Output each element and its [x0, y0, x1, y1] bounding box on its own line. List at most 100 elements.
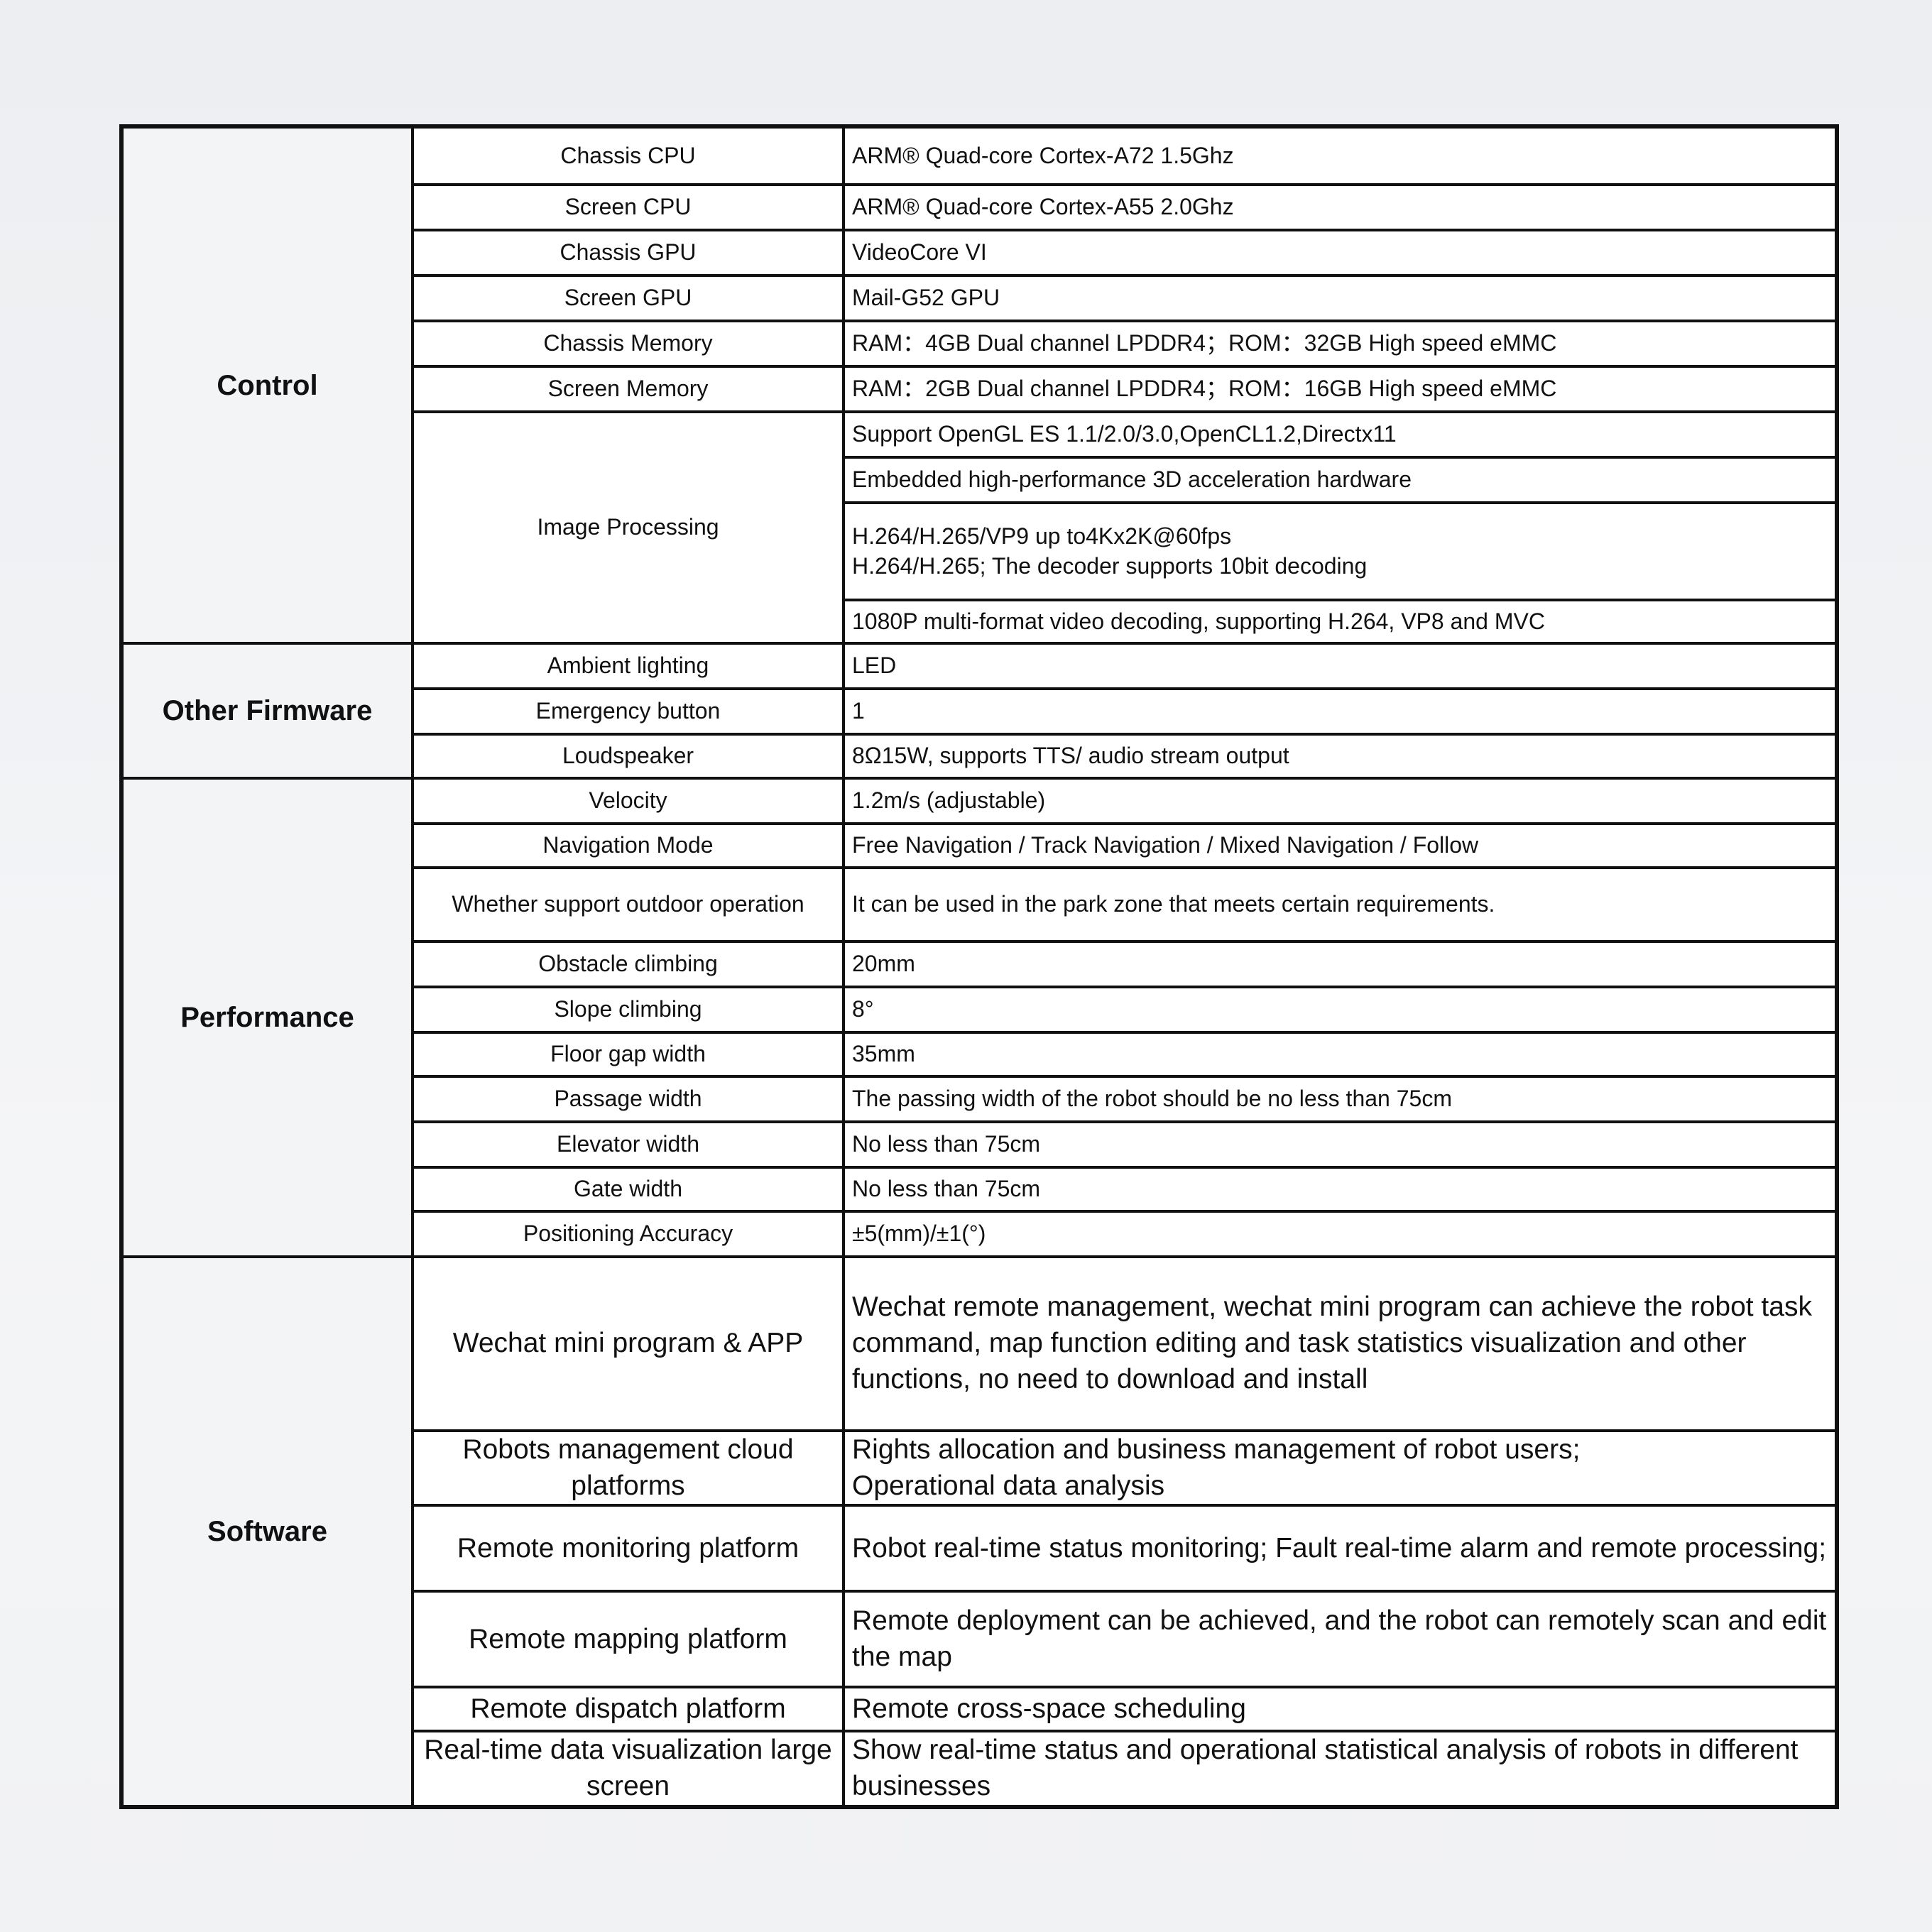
- spec-value: Remote cross-space scheduling: [842, 1686, 1838, 1733]
- spec-value: 20mm: [842, 940, 1838, 988]
- spec-row: Whether support outdoor operation It can …: [121, 866, 1838, 943]
- spec-row: H.264/H.265/VP9 up to4Kx2K@60fps H.264/H.…: [121, 501, 1838, 601]
- spec-value: Remote deployment can be achieved, and t…: [842, 1590, 1838, 1689]
- spec-label: Image Processing: [411, 410, 845, 645]
- spec-value-line: 20mm: [852, 951, 915, 977]
- spec-row: Screen CPU ARM® Quad-core Cortex-A55 2.0G…: [121, 183, 1838, 231]
- spec-value: ±5(mm)/±1(°): [842, 1210, 1838, 1258]
- spec-value: ARM® Quad-core Cortex-A55 2.0Ghz: [842, 183, 1838, 231]
- spec-value-line: ARM® Quad-core Cortex-A55 2.0Ghz: [852, 194, 1234, 220]
- spec-value-line: ±5(mm)/±1(°): [852, 1221, 986, 1247]
- spec-value: VideoCore VI: [842, 229, 1838, 277]
- spec-value-line: It can be used in the park zone that mee…: [852, 891, 1495, 917]
- spec-value-line: No less than 75cm: [852, 1131, 1041, 1157]
- spec-row: Chassis Memory RAM：4GB Dual channel LPDDR…: [121, 320, 1838, 368]
- spec-row: Gate width No less than 75cm: [121, 1166, 1838, 1213]
- group-label: Control: [120, 125, 414, 645]
- spec-value-line: ARM® Quad-core Cortex-A72 1.5Ghz: [852, 142, 1234, 168]
- spec-value-line: Mail-G52 GPU: [852, 285, 1000, 311]
- spec-value: The passing width of the robot should be…: [842, 1075, 1838, 1123]
- spec-value-line: LED: [852, 653, 897, 679]
- spec-value: 1: [842, 687, 1838, 736]
- spec-label: Remote monitoring platform: [411, 1504, 845, 1593]
- spec-value: LED: [842, 642, 1838, 690]
- spec-label: Chassis CPU: [411, 125, 845, 186]
- spec-row: Image Processing Support OpenGL ES 1.1/2.…: [121, 410, 1838, 645]
- spec-label: Ambient lighting: [411, 642, 845, 690]
- spec-label: Loudspeaker: [411, 733, 845, 780]
- spec-value: Mail-G52 GPU: [842, 274, 1838, 322]
- spec-value: Show real-time status and operational st…: [842, 1730, 1838, 1808]
- spec-label: Passage width: [411, 1075, 845, 1123]
- spec-value-line: RAM：4GB Dual channel LPDDR4；ROM：32GB Hig…: [852, 330, 1557, 356]
- spec-row: Elevator width No less than 75cm: [121, 1120, 1838, 1169]
- spec-value-line: H.264/H.265; The decoder supports 10bit …: [852, 552, 1368, 579]
- spec-value: No less than 75cm: [842, 1120, 1838, 1169]
- spec-label: Elevator width: [411, 1120, 845, 1169]
- spec-value-line: Remote deployment can be achieved, and t…: [852, 1605, 1827, 1672]
- spec-value: 1080P multi-format video decoding, suppo…: [842, 599, 1838, 645]
- spec-value-line: The passing width of the robot should be…: [852, 1086, 1452, 1112]
- spec-row: Software Wechat mini program & APP Wechat …: [120, 1255, 1838, 1808]
- spec-row: Positioning Accuracy ±5(mm)/±1(°): [121, 1210, 1838, 1258]
- spec-label: Wechat mini program & APP: [411, 1255, 845, 1432]
- spec-label: Velocity: [411, 777, 845, 825]
- spec-value: 8°: [842, 986, 1838, 1034]
- spec-value-line: 1080P multi-format video decoding, suppo…: [852, 608, 1545, 634]
- spec-value-line: 8Ω15W, supports TTS/ audio stream output: [852, 743, 1289, 769]
- spec-label: Emergency button: [411, 687, 845, 736]
- spec-label: Chassis GPU: [411, 229, 845, 277]
- spec-value: ARM® Quad-core Cortex-A72 1.5Ghz: [842, 125, 1838, 186]
- spec-row: Floor gap width 35mm: [121, 1031, 1838, 1078]
- spec-table: Control Chassis CPU ARM® Quad-core Cortex-…: [119, 124, 1839, 1809]
- spec-value: Rights allocation and business managemen…: [842, 1429, 1838, 1507]
- spec-value: Embedded high-performance 3D acceleratio…: [842, 456, 1838, 504]
- spec-row: Navigation Mode Free Navigation / Track N…: [121, 822, 1838, 869]
- spec-value-line: Support OpenGL ES 1.1/2.0/3.0,OpenCL1.2,…: [852, 421, 1397, 447]
- spec-value-line: VideoCore VI: [852, 239, 987, 266]
- spec-value: 8Ω15W, supports TTS/ audio stream output: [842, 733, 1838, 780]
- spec-row: Passage width The passing width of the ro…: [121, 1075, 1838, 1123]
- spec-row: Real-time data visualization large scree…: [121, 1730, 1838, 1808]
- spec-value: Support OpenGL ES 1.1/2.0/3.0,OpenCL1.2,…: [842, 410, 1838, 459]
- spec-label: Obstacle climbing: [411, 940, 845, 988]
- spec-label: Screen GPU: [411, 274, 845, 322]
- spec-value: RAM：4GB Dual channel LPDDR4；ROM：32GB Hig…: [842, 320, 1838, 368]
- spec-row: 1080P multi-format video decoding, suppo…: [121, 599, 1838, 645]
- spec-label: Whether support outdoor operation: [411, 866, 845, 943]
- spec-label: Robots management cloud platforms: [411, 1429, 845, 1507]
- spec-row: Remote monitoring platform Robot real-tim…: [121, 1504, 1838, 1593]
- spec-value: 35mm: [842, 1031, 1838, 1078]
- spec-value-line: No less than 75cm: [852, 1176, 1041, 1202]
- spec-value: Wechat remote management, wechat mini pr…: [842, 1255, 1838, 1432]
- spec-row: Screen Memory RAM：2GB Dual channel LPDDR4…: [121, 365, 1838, 413]
- spec-table-body: Control Chassis CPU ARM® Quad-core Cortex-…: [120, 125, 1838, 1808]
- spec-value-line: 8°: [852, 996, 874, 1022]
- spec-value: Free Navigation / Track Navigation / Mix…: [842, 822, 1838, 869]
- spec-label: Chassis Memory: [411, 320, 845, 368]
- group-label: Software: [120, 1255, 414, 1808]
- spec-value: Robot real-time status monitoring; Fault…: [842, 1504, 1838, 1593]
- group-label: Other Firmware: [120, 642, 414, 780]
- spec-value: RAM：2GB Dual channel LPDDR4；ROM：16GB Hig…: [842, 365, 1838, 413]
- spec-row: Screen GPU Mail-G52 GPU: [121, 274, 1838, 322]
- spec-value: No less than 75cm: [842, 1166, 1838, 1213]
- spec-value-line: Wechat remote management, wechat mini pr…: [852, 1292, 1812, 1395]
- spec-label: Screen CPU: [411, 183, 845, 231]
- spec-label: Screen Memory: [411, 365, 845, 413]
- spec-value-line: Remote cross-space scheduling: [852, 1693, 1246, 1725]
- spec-label: Floor gap width: [411, 1031, 845, 1078]
- spec-label: Remote mapping platform: [411, 1590, 845, 1689]
- spec-value-line: Rights allocation and business managemen…: [852, 1434, 1581, 1465]
- spec-row: Control Chassis CPU ARM® Quad-core Cortex-…: [120, 125, 1838, 645]
- spec-row: Remote mapping platform Remote deployment…: [121, 1590, 1838, 1689]
- spec-value-line: H.264/H.265/VP9 up to4Kx2K@60fps: [852, 523, 1232, 549]
- spec-row: Obstacle climbing 20mm: [121, 940, 1838, 988]
- spec-row: Embedded high-performance 3D acceleratio…: [121, 456, 1838, 504]
- spec-row: Slope climbing 8°: [121, 986, 1838, 1034]
- spec-value-line: 35mm: [852, 1041, 915, 1067]
- spec-value-line: Show real-time status and operational st…: [852, 1735, 1799, 1802]
- spec-row: Performance Velocity 1.2m/s (adjustable): [120, 777, 1838, 1258]
- spec-value-line: Embedded high-performance 3D acceleratio…: [852, 466, 1412, 493]
- spec-value-line: 1: [852, 698, 865, 724]
